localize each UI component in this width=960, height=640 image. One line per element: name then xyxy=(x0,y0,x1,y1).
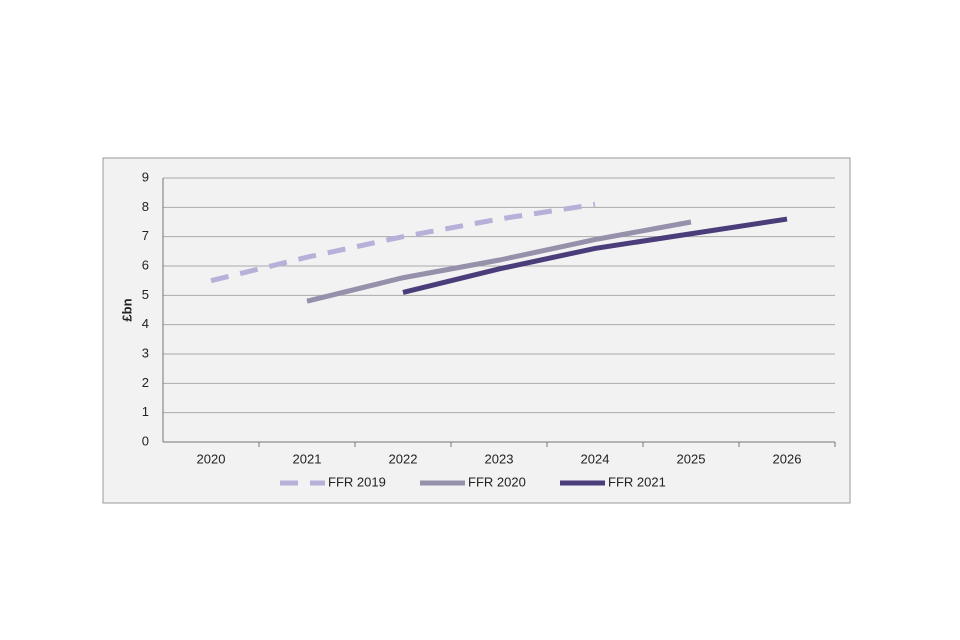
y-tick-label: 9 xyxy=(142,169,149,184)
x-tick-label: 2026 xyxy=(773,451,802,466)
y-tick-label: 1 xyxy=(142,404,149,419)
y-tick-label: 7 xyxy=(142,228,149,243)
legend-label: FFR 2019 xyxy=(328,474,386,489)
x-tick-label: 2024 xyxy=(581,451,610,466)
y-tick-label: 6 xyxy=(142,257,149,272)
x-tick-label: 2025 xyxy=(677,451,706,466)
y-tick-label: 5 xyxy=(142,287,149,302)
y-tick-label: 4 xyxy=(142,316,149,331)
legend-label: FFR 2021 xyxy=(608,474,666,489)
chart-frame xyxy=(102,157,851,504)
y-tick-label: 2 xyxy=(142,375,149,390)
x-tick-label: 2021 xyxy=(293,451,322,466)
y-tick-label: 3 xyxy=(142,345,149,360)
x-tick-label: 2023 xyxy=(485,451,514,466)
series-line xyxy=(402,216,788,295)
x-tick-label: 2020 xyxy=(197,451,226,466)
series-line xyxy=(210,201,596,284)
series-line xyxy=(306,219,692,304)
legend-label: FFR 2020 xyxy=(468,474,526,489)
y-tick-label: 0 xyxy=(142,433,149,448)
y-tick-label: 8 xyxy=(142,199,149,214)
x-tick-label: 2022 xyxy=(389,451,418,466)
y-axis-label: £bn xyxy=(119,298,134,321)
